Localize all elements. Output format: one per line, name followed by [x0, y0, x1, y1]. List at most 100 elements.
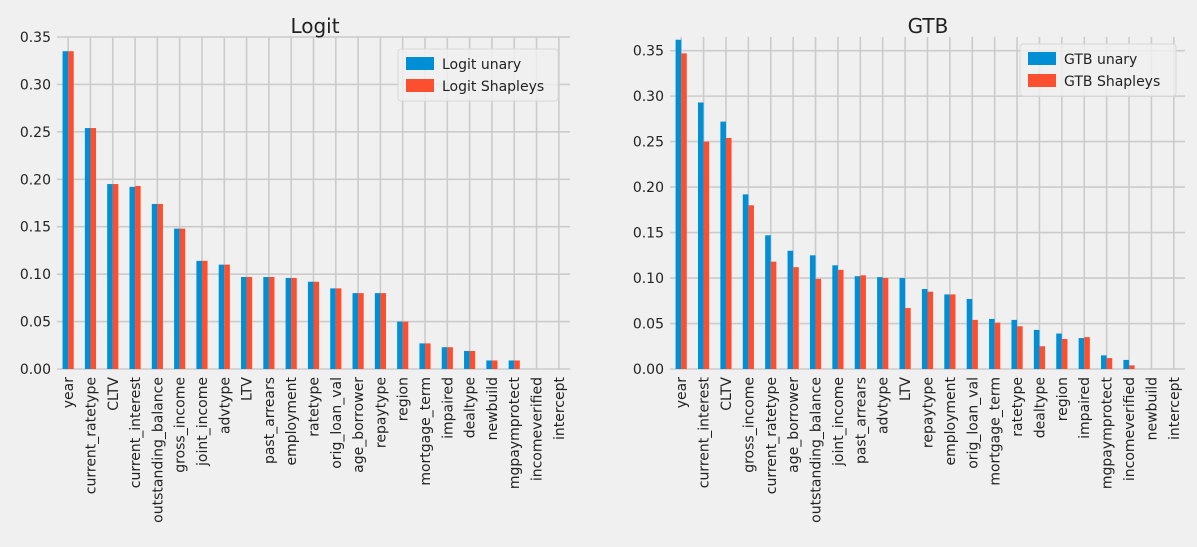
y-tick-label: 0.15: [633, 226, 664, 242]
bar-unary-mgpaymprotect: [508, 360, 515, 369]
bar-unary-past_arrears: [263, 276, 269, 369]
bar-shapley-advtype: [882, 278, 889, 369]
legend-swatch: [406, 79, 434, 92]
x-tick-label: newbuild: [485, 377, 501, 440]
x-tick-label: mortgage_term: [418, 377, 434, 486]
bar-shapley-gross_income: [748, 205, 754, 369]
legend-swatch: [1028, 52, 1056, 65]
bar-shapley-newbuild: [491, 360, 498, 369]
bar-shapley-current_ratetype: [770, 261, 777, 369]
y-tick-label: 0.10: [20, 267, 51, 283]
bar-unary-year: [675, 39, 682, 370]
x-tick-label: ratetype: [307, 377, 323, 437]
x-tick-label: repaytype: [373, 377, 389, 448]
bar-unary-ratetype: [307, 281, 314, 369]
x-tick-label: year: [674, 377, 690, 408]
bar-shapley-mortgage_term: [994, 322, 1001, 369]
bar-shapley-current_ratetype: [90, 128, 97, 369]
bar-shapley-repaytype: [927, 291, 934, 369]
bar-shapley-advtype: [224, 264, 230, 369]
x-tick-label: mgpaymprotect: [507, 376, 523, 489]
bar-unary-dealtype: [464, 350, 470, 369]
x-tick-label: mgpaymprotect: [1100, 376, 1116, 489]
x-tick-label: intercept: [552, 376, 568, 440]
bar-shapley-outstanding_balance: [157, 203, 163, 369]
legend-swatch: [406, 57, 434, 70]
bar-shapley-impaired: [447, 347, 453, 369]
bar-shapley-joint_income: [837, 269, 844, 369]
x-tick-label: intercept: [1167, 376, 1183, 440]
bar-shapley-employment: [291, 277, 297, 369]
x-tick-label: impaired: [1077, 377, 1093, 439]
x-tick-label: incomeverified: [1122, 377, 1138, 481]
x-tick-label: impaired: [440, 377, 456, 439]
chart-0: 0.00 0.05 0.10 0.15 0.20 0.25 0.30 0.35 year curr…: [20, 14, 570, 523]
x-tick-label: dealtype: [1032, 377, 1048, 438]
x-tick-label: employment: [284, 376, 300, 465]
y-tick-label: 0.00: [633, 362, 664, 378]
bar-shapley-age_borrower: [358, 293, 364, 369]
bar-unary-past_arrears: [854, 276, 861, 369]
x-tick-label: gross_income: [741, 377, 757, 473]
x-tick-label: orig_loan_val: [329, 377, 345, 469]
x-tick-label: outstanding_balance: [150, 377, 166, 523]
bar-unary-incomeverified: [1123, 359, 1130, 369]
y-tick-label: 0.20: [20, 172, 51, 188]
x-tick-label: CLTV: [106, 377, 122, 411]
bar-shapley-LTV: [246, 276, 253, 369]
x-tick-label: incomeverified: [530, 377, 546, 481]
bar-unary-LTV: [241, 276, 247, 369]
x-tick-label: past_arrears: [262, 377, 278, 464]
legend-swatch: [1028, 74, 1056, 87]
x-tick-label: age_borrower: [351, 377, 367, 473]
bar-shapley-ratetype: [313, 281, 320, 369]
chart-title: Logit: [290, 14, 339, 38]
x-tick-label: dealtype: [463, 377, 479, 438]
x-tick-label: gross_income: [173, 377, 189, 473]
y-tick-label: 0.35: [633, 44, 664, 60]
legend-box: [397, 48, 559, 102]
bar-unary-age_borrower: [787, 250, 794, 369]
bar-shapley-ratetype: [1017, 326, 1023, 369]
bar-shapley-past_arrears: [268, 276, 275, 369]
bar-unary-current_ratetype: [84, 128, 91, 369]
bar-unary-newbuild: [486, 360, 492, 369]
bar-unary-year: [62, 51, 69, 369]
y-tick-label: 0.20: [633, 180, 664, 196]
y-tick-label: 0.30: [20, 77, 51, 93]
x-tick-label: current_ratetype: [83, 377, 99, 494]
y-tick-label: 0.10: [633, 271, 664, 287]
bar-unary-orig_loan_val: [966, 298, 973, 369]
x-tick-label: advtype: [217, 377, 233, 434]
bar-unary-region: [397, 321, 403, 369]
x-tick-label: year: [61, 377, 77, 408]
bar-shapley-dealtype: [469, 350, 476, 369]
bar-shapley-repaytype: [380, 293, 386, 369]
bar-shapley-past_arrears: [860, 275, 866, 369]
bar-shapley-joint_income: [201, 260, 208, 369]
legend-label: GTB unary: [1064, 52, 1137, 68]
x-tick-label: current_ratetype: [764, 377, 780, 494]
x-tick-label: CLTV: [719, 377, 735, 411]
bar-unary-advtype: [218, 264, 225, 369]
bar-unary-joint_income: [196, 260, 202, 369]
legend-box: [1019, 43, 1177, 97]
bar-shapley-gross_income: [179, 228, 186, 369]
bar-shapley-orig_loan_val: [972, 319, 978, 369]
bar-unary-repaytype: [374, 293, 381, 369]
x-tick-label: joint_income: [195, 377, 211, 467]
legend-label: Logit Shapleys: [442, 79, 544, 95]
bar-shapley-current_interest: [703, 141, 710, 369]
bar-shapley-impaired: [1084, 337, 1090, 369]
bar-shapley-region: [1061, 338, 1068, 369]
bar-unary-dealtype: [1033, 329, 1040, 369]
bar-shapley-incomeverified: [1129, 365, 1135, 369]
x-tick-label: advtype: [876, 377, 892, 434]
y-tick-label: 0.05: [20, 315, 51, 331]
bar-unary-mgpaymprotect: [1101, 355, 1107, 369]
y-tick-label: 0.25: [20, 125, 51, 141]
x-tick-label: current_interest: [128, 376, 144, 488]
y-tick-label: 0.30: [633, 89, 664, 105]
bar-shapley-current_interest: [135, 185, 141, 369]
bar-shapley-LTV: [905, 308, 911, 369]
